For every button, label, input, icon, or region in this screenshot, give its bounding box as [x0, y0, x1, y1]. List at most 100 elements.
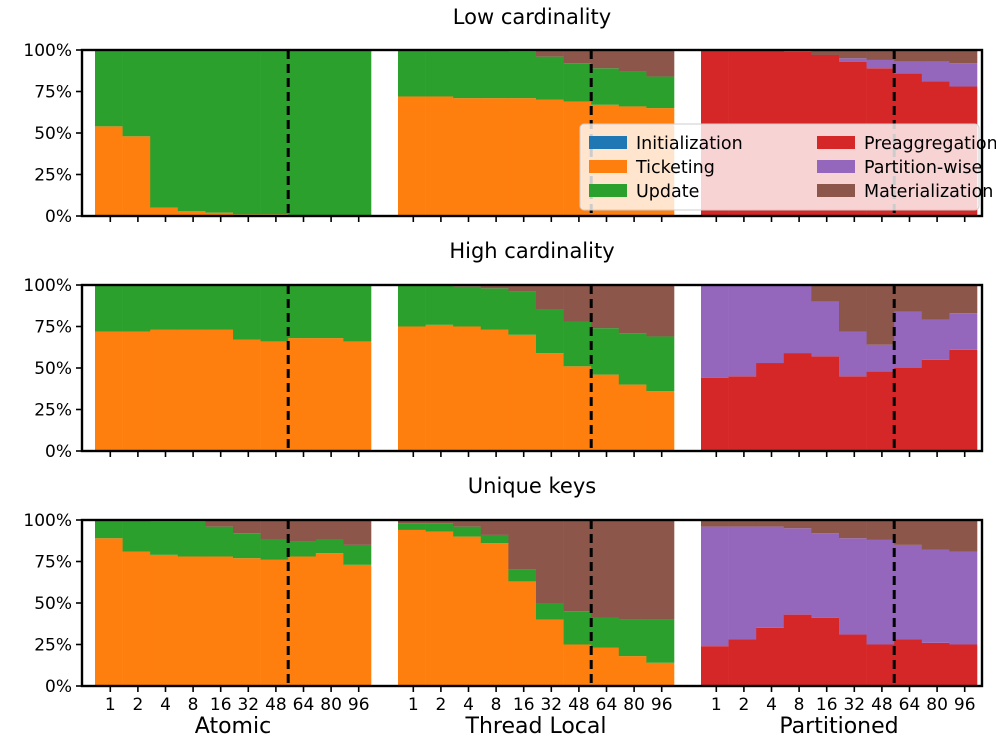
bar-ticketing-4 [150, 207, 179, 216]
bar-ticketing-32 [233, 558, 261, 686]
bar-partition-wise-32 [839, 58, 867, 62]
bar-update-4 [150, 285, 179, 330]
bar-ticketing-1 [95, 126, 123, 216]
bar-ticketing-1 [398, 529, 426, 686]
bar-materialization-48 [866, 285, 895, 345]
bar-ticketing-64 [591, 647, 620, 686]
bar-update-32 [536, 56, 564, 100]
y-tick-label: 100% [23, 276, 72, 296]
x-tick-label: 48 [871, 695, 893, 715]
bar-partition-wise-96 [949, 63, 978, 87]
bar-ticketing-48 [563, 644, 592, 686]
group-thread-local [398, 520, 675, 686]
bar-materialization-48 [866, 520, 895, 540]
x-tick-label: 80 [623, 695, 645, 715]
bar-materialization-64 [894, 50, 923, 62]
legend-swatch-initialization [589, 136, 627, 149]
bar-preaggregation-96 [949, 349, 978, 451]
bar-ticketing-32 [536, 353, 564, 451]
bar-materialization-96 [949, 50, 978, 64]
bar-preaggregation-16 [811, 617, 840, 686]
bar-preaggregation-2 [728, 639, 757, 686]
x-tick-label: 16 [816, 695, 838, 715]
bar-update-48 [260, 539, 289, 560]
legend-box [579, 123, 980, 211]
x-tick-label: 2 [132, 695, 143, 715]
bar-ticketing-2 [425, 324, 454, 451]
bar-preaggregation-80 [921, 642, 950, 686]
bar-materialization-8 [783, 520, 812, 529]
bar-partition-wise-96 [949, 551, 978, 645]
group-partitioned [701, 285, 978, 451]
bar-preaggregation-80 [921, 359, 950, 451]
bar-materialization-32 [839, 50, 867, 59]
bar-update-4 [150, 50, 179, 208]
y-tick-label: 50% [34, 359, 72, 379]
y-tick-label: 75% [34, 553, 72, 573]
bar-materialization-64 [591, 520, 620, 618]
bar-update-64 [288, 50, 317, 216]
bar-ticketing-80 [618, 384, 647, 451]
y-tick-label: 0% [45, 207, 72, 227]
bar-materialization-32 [536, 520, 564, 603]
legend-swatch-partition-wise [817, 160, 855, 173]
bar-materialization-1 [398, 520, 426, 524]
bar-materialization-64 [894, 285, 923, 312]
y-tick-label: 75% [34, 318, 72, 338]
bar-ticketing-16 [508, 98, 537, 216]
bar-ticketing-2 [425, 531, 454, 686]
bar-ticketing-2 [122, 136, 151, 216]
y-tick-label: 25% [34, 401, 72, 421]
bar-update-64 [591, 68, 620, 105]
bar-update-80 [315, 539, 344, 554]
bar-ticketing-16 [205, 329, 234, 451]
x-tick-label: 8 [794, 695, 805, 715]
bar-materialization-80 [921, 285, 950, 320]
bar-partition-wise-48 [866, 344, 895, 372]
bar-ticketing-8 [480, 329, 509, 451]
group-atomic [95, 50, 372, 216]
legend-swatch-preaggregation [817, 136, 855, 149]
bar-partition-wise-32 [839, 331, 867, 377]
bar-update-16 [508, 569, 537, 582]
bar-materialization-4 [453, 520, 482, 527]
bar-materialization-48 [866, 50, 895, 60]
bar-ticketing-2 [425, 96, 454, 216]
bar-ticketing-80 [315, 338, 344, 451]
bar-ticketing-16 [205, 556, 234, 686]
bar-ticketing-48 [260, 559, 289, 686]
bar-partition-wise-64 [894, 61, 923, 74]
bar-ticketing-2 [122, 331, 151, 451]
legend-label-update: Update [636, 182, 699, 202]
bar-ticketing-4 [453, 98, 482, 216]
bar-materialization-96 [646, 50, 675, 77]
x-tick-label: 1 [711, 695, 722, 715]
bar-preaggregation-16 [811, 356, 840, 451]
bar-ticketing-4 [453, 536, 482, 686]
bar-partition-wise-64 [894, 544, 923, 640]
bar-materialization-48 [563, 50, 592, 64]
bar-materialization-2 [728, 520, 757, 527]
bar-materialization-32 [536, 285, 564, 310]
bar-update-96 [343, 50, 372, 216]
bar-update-2 [122, 285, 151, 332]
bar-ticketing-2 [122, 551, 151, 686]
bar-ticketing-8 [177, 329, 206, 451]
bar-update-1 [95, 285, 123, 332]
bar-update-48 [563, 611, 592, 645]
group-label-atomic: Atomic [195, 714, 271, 739]
x-tick-label: 16 [210, 695, 232, 715]
bar-ticketing-1 [95, 538, 123, 686]
bar-update-64 [591, 328, 620, 375]
bar-ticketing-4 [150, 554, 179, 686]
bar-update-8 [480, 50, 509, 99]
bar-materialization-80 [315, 520, 344, 540]
bar-update-32 [233, 50, 261, 215]
bar-partition-wise-16 [811, 301, 840, 357]
bar-materialization-96 [646, 520, 675, 620]
bar-materialization-32 [233, 520, 261, 534]
bar-partition-wise-8 [783, 285, 812, 354]
bar-update-2 [122, 520, 151, 552]
bar-update-80 [618, 619, 647, 657]
bar-update-96 [646, 619, 675, 663]
